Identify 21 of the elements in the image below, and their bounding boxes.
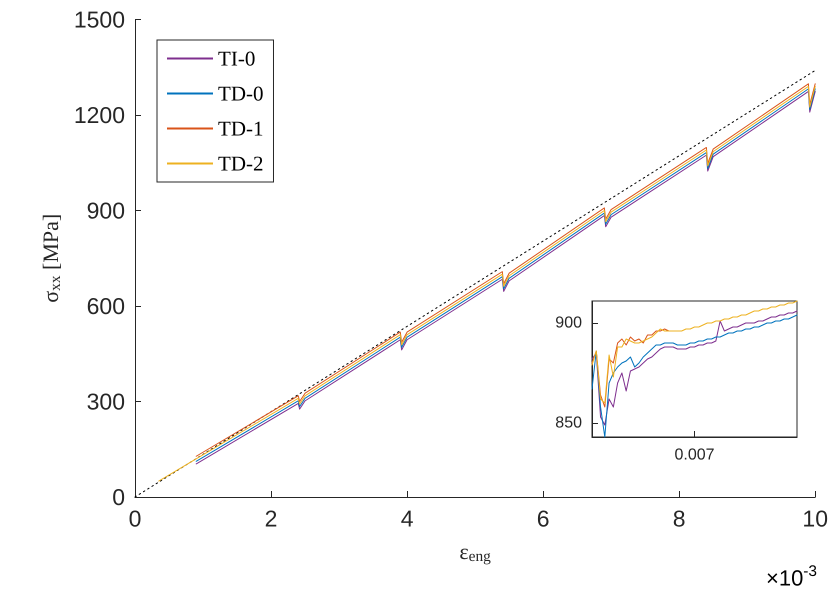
y-tick-label: 850 (555, 414, 582, 432)
x-tick-label: 4 (400, 506, 414, 532)
x-tick-label: 10 (802, 506, 828, 532)
legend-label: TD-2 (218, 152, 264, 176)
y-tick-label: 300 (86, 388, 125, 414)
y-tick-label: 900 (555, 314, 582, 332)
y-axis-title: σxx [MPa] (38, 214, 64, 303)
y-tick-label: 1200 (74, 102, 125, 128)
x-tick-label: 8 (672, 506, 686, 532)
y-tick-label: 600 (86, 293, 125, 319)
x-tick-label: 2 (264, 506, 278, 532)
x-tick-label: 0 (128, 506, 142, 532)
legend-label: TD-0 (218, 82, 264, 106)
x-tick-label: 6 (536, 506, 550, 532)
legend-label: TD-1 (218, 116, 264, 140)
legend-label: TI-0 (218, 46, 256, 70)
y-tick-label: 900 (86, 198, 125, 224)
y-tick-label: 0 (112, 484, 125, 510)
y-tick-label: 1500 (74, 6, 125, 32)
x-tick-label: 0.007 (674, 446, 715, 464)
line-series (592, 300, 798, 404)
